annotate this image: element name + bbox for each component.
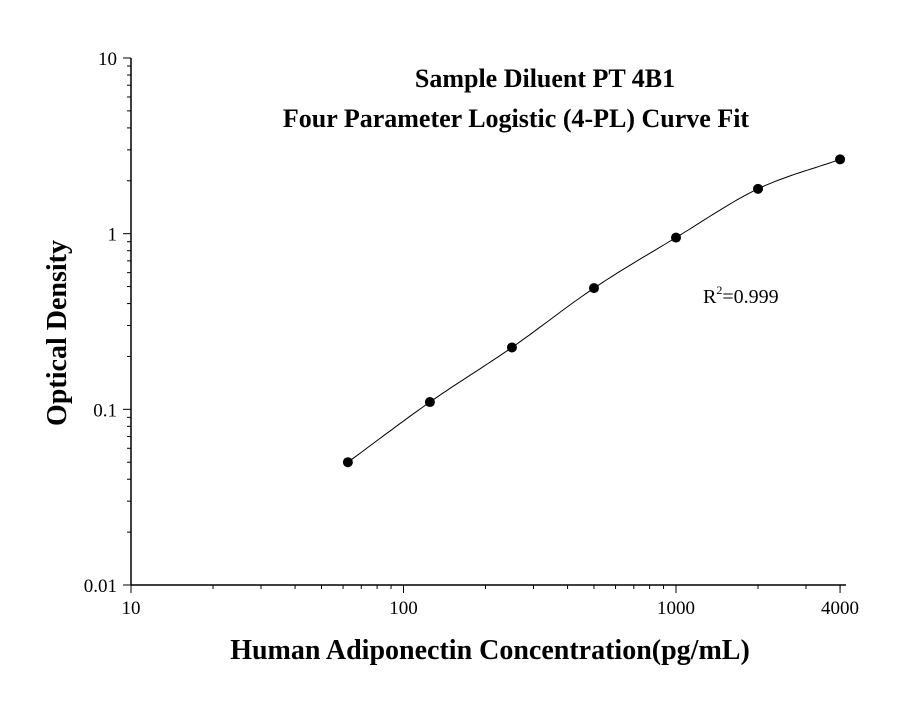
fit-curve — [347, 158, 841, 463]
r-value: =0.999 — [722, 286, 778, 308]
ticks: 10 100 1000 4000 0.01 0.1 1 10 — [84, 49, 859, 619]
x-tick-label: 1000 — [657, 598, 695, 619]
r-label: R — [703, 286, 717, 308]
data-points — [342, 154, 846, 468]
x-tick-label: 100 — [389, 598, 418, 619]
x-tick-label: 10 — [122, 598, 141, 619]
y-tick-label: 1 — [108, 225, 118, 246]
y-axis-label: Optical Density — [42, 240, 73, 426]
data-point — [342, 457, 353, 468]
y-tick-label: 0.01 — [84, 576, 117, 597]
data-point — [424, 397, 435, 408]
data-point — [588, 283, 599, 294]
data-point — [506, 342, 517, 353]
x-axis-label: Human Adiponectin Concentration(pg/mL) — [230, 635, 750, 666]
y-tick-label: 10 — [98, 49, 117, 70]
data-point — [753, 183, 764, 194]
data-point — [835, 154, 846, 165]
r-superscript: 2 — [716, 283, 722, 297]
x-tick-label: 4000 — [821, 598, 859, 619]
chart-subtitle: Four Parameter Logistic (4-PL) Curve Fit — [283, 104, 750, 133]
data-point — [671, 232, 681, 243]
r-squared-annotation: R2=0.999 — [703, 283, 779, 308]
chart-title: Sample Diluent PT 4B1 — [415, 64, 675, 93]
y-tick-label: 0.1 — [93, 400, 117, 421]
axes — [130, 58, 846, 586]
